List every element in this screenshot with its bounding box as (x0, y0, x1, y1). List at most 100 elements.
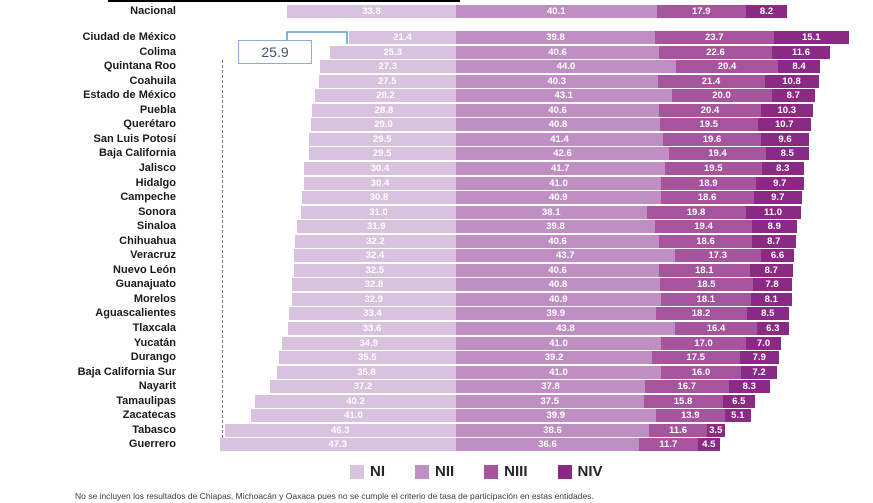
row-label: Ciudad de México (82, 31, 176, 43)
bar-segment-NIII: 17.0 (661, 336, 746, 350)
chart-row: Jalisco 30.4 41.7 19.5 8.3 (0, 161, 873, 175)
bar-segment-NIII: 19.5 (664, 161, 762, 175)
bar-segment-NIII: 22.6 (659, 45, 772, 59)
chart-row: Veracruz 32.4 43.7 17.3 6.6 (0, 249, 873, 263)
bar-segment-NII: 39.2 (456, 351, 652, 365)
bar-segment-NIV: 5.1 (725, 409, 751, 423)
bar-segment-NIV: 7.8 (752, 278, 792, 292)
row-label: Morelos (133, 292, 176, 305)
bar-group: 32.4 43.7 17.3 6.6 (294, 249, 794, 263)
bar-segment-NII: 36.6 (456, 438, 639, 452)
bar-segment-NII: 43.7 (456, 249, 675, 263)
chart-row: Zacatecas 41.0 39.9 13.9 5.1 (0, 409, 873, 423)
gap-value: 25.9 (261, 44, 289, 60)
bar-segment-NII: 38.6 (456, 423, 649, 437)
chart-row: Ciudad de México 21.4 39.8 23.7 15.1 (0, 31, 873, 44)
row-label: Nayarit (138, 380, 176, 393)
bar-segment-NI: 32.8 (292, 278, 456, 292)
legend-swatch (557, 464, 572, 479)
chart-row: Puebla 28.8 40.6 20.4 10.3 (0, 103, 873, 117)
bar-segment-NI: 35.8 (277, 365, 456, 379)
bar-segment-NI: 32.4 (294, 249, 456, 263)
row-label: Tlaxcala (132, 322, 176, 334)
bar-segment-NIV: 9.6 (761, 132, 809, 146)
bar-group: 29.5 41.4 19.6 9.6 (308, 132, 809, 146)
bar-segment-NI: 35.5 (278, 351, 456, 365)
legend-swatch (484, 464, 499, 479)
bar-segment-NI: 33.4 (289, 307, 456, 321)
chart-row: Sinaloa 31.9 39.8 19.4 8.9 (0, 220, 873, 234)
bar-group: 28.8 40.6 20.4 10.3 (312, 103, 813, 117)
bar-segment-NII: 39.9 (456, 307, 656, 321)
bar-segment-NII: 37.8 (456, 380, 645, 394)
bar-segment-NIV: 6.3 (757, 322, 789, 335)
bar-segment-NIV: 10.7 (757, 118, 811, 132)
legend-swatch (350, 464, 364, 479)
bar-segment-NI: 30.8 (302, 191, 456, 205)
top-border-line (108, 0, 460, 2)
legend-label: NIII (504, 463, 528, 480)
chart-row: Nuevo León 32.5 40.6 18.1 8.7 (0, 263, 873, 277)
bar-segment-NIII: 18.6 (660, 191, 754, 205)
bar-segment-NI: 41.0 (251, 409, 456, 423)
chart-row: Campeche 30.8 40.9 18.6 9.7 (0, 191, 873, 205)
bar-segment-NII: 40.8 (456, 118, 660, 132)
bar-segment-NII: 41.4 (456, 132, 663, 146)
bar-segment-NIV: 11.6 (772, 45, 830, 59)
chart-row: Baja California Sur 35.8 41.0 16.0 7.2 (0, 365, 873, 379)
bar-segment-NIII: 11.7 (639, 438, 698, 452)
bar-segment-NIV: 8.3 (728, 380, 770, 394)
bar-segment-NIII: 18.1 (659, 263, 750, 277)
bar-segment-NI: 32.9 (291, 292, 456, 306)
bar-segment-NI: 32.2 (295, 234, 456, 248)
bar-segment-NII: 40.3 (456, 74, 658, 88)
bar-segment-NIV: 8.7 (771, 89, 815, 103)
bar-segment-NIV: 8.7 (752, 234, 796, 248)
bar-segment-NI: 47.3 (219, 438, 456, 452)
chart-row: Baja California 29.5 42.6 19.4 8.5 (0, 147, 873, 161)
chart-row: Aguascalientes 33.4 39.9 18.2 8.5 (0, 307, 873, 321)
chart-row: Tabasco 46.3 38.6 11.6 3.5 (0, 423, 873, 437)
row-label: Querétaro (123, 118, 176, 131)
chart-row: Hidalgo 30.4 41.0 18.9 9.7 (0, 176, 873, 190)
bar-group: 28.2 43.1 20.0 8.7 (315, 89, 815, 103)
bar-segment-NIII: 19.6 (663, 132, 761, 146)
bar-segment-NI: 40.2 (255, 394, 456, 408)
legend-swatch (415, 464, 429, 479)
row-label: Nacional (130, 5, 176, 17)
chart-row: Tamaulipas 40.2 37.5 15.8 6.5 (0, 394, 873, 408)
bar-segment-NI: 32.5 (293, 263, 456, 277)
row-label: Estado de México (83, 89, 176, 102)
row-label: Sinaloa (136, 220, 176, 233)
row-label: Colima (139, 45, 176, 58)
bar-group: 33.4 39.9 18.2 8.5 (289, 307, 789, 321)
bar-segment-NIV: 8.3 (762, 161, 804, 175)
chart-row: Quintana Roo 27.3 44.0 20.4 8.4 (0, 60, 873, 74)
bar-group: 31.0 38.1 19.8 11.0 (301, 205, 801, 219)
bar-group: 21.4 39.8 23.7 15.1 (349, 31, 849, 44)
chart-row: Chihuahua 32.2 40.6 18.6 8.7 (0, 234, 873, 248)
bar-segment-NI: 37.2 (270, 380, 456, 394)
bar-segment-NI: 29.5 (308, 147, 456, 161)
bar-group: 35.5 39.2 17.5 7.9 (278, 351, 779, 365)
bar-segment-NIII: 16.7 (645, 380, 729, 394)
row-label: Yucatán (133, 336, 176, 349)
bar-segment-NIII: 20.4 (676, 60, 778, 74)
bar-segment-NIII: 19.4 (669, 147, 766, 161)
bar-segment-NI: 31.0 (301, 205, 456, 219)
bar-segment-NII: 38.1 (456, 205, 647, 219)
bar-segment-NIV: 8.5 (766, 147, 809, 161)
row-label: Guanajuato (115, 278, 176, 291)
bar-segment-NII: 44.0 (456, 60, 676, 74)
bar-segment-NI: 25.3 (329, 45, 456, 59)
bar-segment-NI: 28.2 (315, 89, 456, 103)
bar-segment-NIII: 18.5 (660, 278, 753, 292)
bar-segment-NI: 33.8 (287, 5, 456, 18)
bar-segment-NIV: 9.7 (753, 191, 802, 205)
bar-group: 27.5 40.3 21.4 10.8 (318, 74, 819, 88)
legend-item-NIV: NIV (557, 463, 603, 480)
chart-row: Durango 35.5 39.2 17.5 7.9 (0, 351, 873, 365)
bar-segment-NII: 40.6 (456, 103, 659, 117)
bar-segment-NIV: 3.5 (707, 423, 725, 437)
